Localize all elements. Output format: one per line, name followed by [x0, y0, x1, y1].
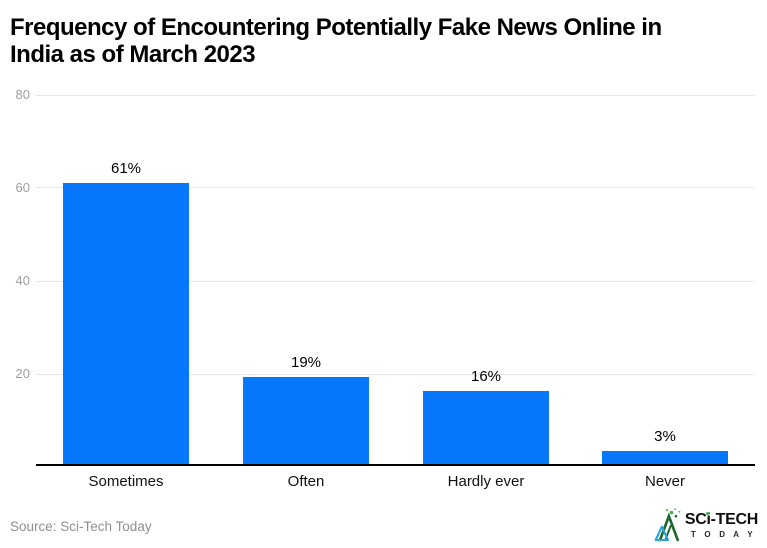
gridline-20	[36, 374, 755, 375]
value-label-often: 19%	[290, 354, 322, 371]
category-label-often: Often	[287, 473, 325, 490]
gridline-80	[36, 95, 755, 96]
value-label-sometimes: 61%	[110, 160, 142, 177]
value-label-hardly-ever: 16%	[470, 368, 502, 385]
y-tick-60: 60	[15, 180, 30, 195]
gridline-60	[36, 187, 755, 188]
bar-often	[243, 377, 369, 465]
source-text: Source: Sci-Tech Today	[10, 519, 152, 534]
category-label-sometimes: Sometimes	[88, 473, 164, 490]
logo-i-dot	[705, 512, 709, 515]
bar-group-never: 3% Never	[575, 95, 755, 490]
category-label-hardly-ever: Hardly ever	[447, 473, 525, 490]
bar-never	[602, 451, 728, 465]
sci-tech-today-logo: SCi-TECH T O D A Y	[653, 507, 758, 548]
bar-sometimes	[63, 183, 189, 465]
value-label-never: 3%	[654, 428, 676, 445]
bar-group-sometimes: 61% Sometimes	[36, 95, 216, 490]
y-tick-80: 80	[15, 87, 30, 102]
x-axis-line	[36, 464, 755, 466]
chart-title: Frequency of Encountering Potentially Fa…	[10, 14, 662, 68]
category-label-never: Never	[644, 473, 685, 490]
bar-hardly-ever	[423, 391, 549, 465]
bar-group-often: 19% Often	[216, 95, 396, 490]
bar-group-hardly-ever: 16% Hardly ever	[396, 95, 576, 490]
y-tick-20: 20	[15, 366, 30, 381]
plot-area: 61% Sometimes 19% Often 16% Hardly ever …	[36, 95, 755, 490]
logo-tagline: T O D A Y	[690, 530, 756, 539]
logo-name: SCi-TECH	[684, 511, 758, 528]
chart-title-line-2: India as of March 2023	[10, 41, 256, 68]
logo-text-block: SCi-TECH T O D A Y	[684, 507, 758, 540]
y-tick-40: 40	[15, 273, 30, 288]
sci-tech-logo-mark-icon	[653, 507, 685, 548]
chart-title-line-1: Frequency of Encountering Potentially Fa…	[10, 14, 662, 41]
gridline-40	[36, 281, 755, 282]
